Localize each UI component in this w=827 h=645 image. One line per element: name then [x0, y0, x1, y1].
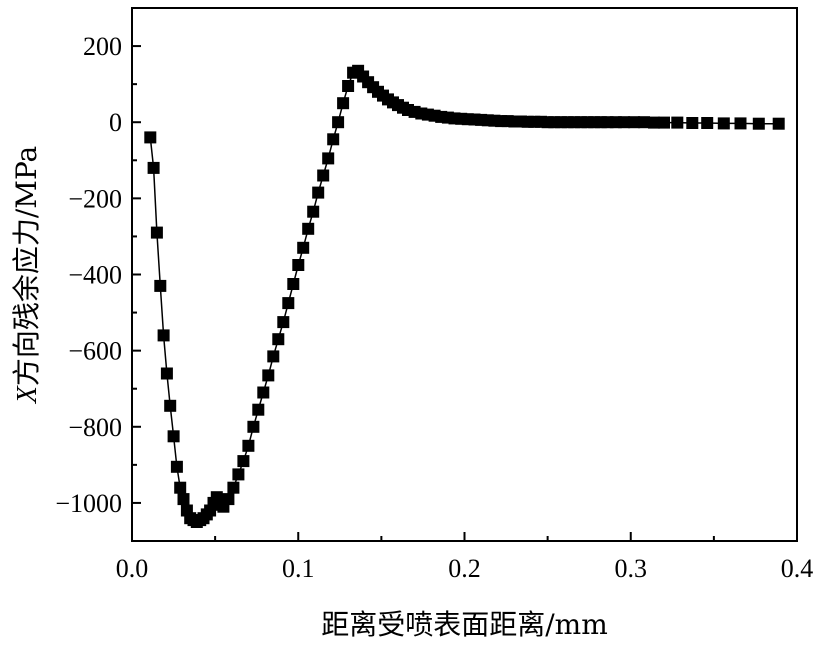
- data-point: [154, 279, 167, 292]
- data-point: [734, 117, 747, 130]
- data-point: [174, 481, 187, 494]
- x-tick-label: 0.3: [615, 554, 648, 583]
- y-tick-label: −400: [68, 261, 122, 290]
- data-point: [307, 205, 320, 218]
- series-line: [149, 69, 779, 523]
- data-point: [252, 403, 265, 416]
- data-point: [267, 350, 280, 363]
- plot-frame: [131, 7, 798, 542]
- data-point: [686, 117, 699, 129]
- data-point: [327, 133, 340, 146]
- data-point: [144, 131, 157, 144]
- data-point: [237, 455, 250, 468]
- data-point: [648, 116, 660, 129]
- data-point: [312, 186, 325, 199]
- data-point: [337, 97, 350, 110]
- data-point: [297, 241, 310, 254]
- data-point: [638, 116, 650, 129]
- data-point: [247, 420, 260, 433]
- data-point: [277, 316, 290, 329]
- data-point: [157, 329, 170, 342]
- x-tick-label: 0.4: [781, 554, 814, 583]
- data-series: [144, 64, 785, 528]
- data-point: [262, 369, 275, 382]
- data-point: [292, 259, 305, 271]
- data-point: [222, 493, 235, 506]
- data-point: [772, 117, 785, 130]
- y-axis-title-text: 方向残余应力/MPa: [10, 146, 43, 386]
- y-tick-label: −600: [68, 337, 122, 366]
- y-axis-title: X方向残余应力/MPa: [10, 146, 43, 405]
- x-tick-label: 0.0: [116, 554, 149, 583]
- data-point: [618, 116, 631, 129]
- y-axis-title-variable: X: [12, 385, 43, 404]
- data-point: [164, 399, 177, 412]
- data-point: [257, 386, 270, 399]
- data-point: [628, 116, 641, 129]
- x-tick-label: 0.1: [282, 554, 315, 583]
- data-point: [658, 116, 670, 129]
- data-point: [302, 222, 315, 235]
- y-tick-label: −800: [68, 413, 122, 442]
- data-point: [227, 481, 240, 494]
- data-point: [317, 169, 330, 182]
- data-point: [170, 460, 183, 473]
- x-tick-label: 0.2: [448, 554, 481, 583]
- y-tick-label: 200: [83, 32, 122, 61]
- data-point: [671, 116, 684, 129]
- x-axis-title: 距离受喷表面距离/mm: [321, 608, 608, 641]
- y-tick-label: −1000: [55, 489, 122, 518]
- data-point: [701, 117, 714, 129]
- data-point: [167, 430, 180, 443]
- y-tick-label: 0: [109, 108, 122, 137]
- y-tick-label: −200: [68, 184, 122, 213]
- data-point: [160, 367, 173, 380]
- axis-ticks: 0.0 0.1 0.2 0.3 0.4 −1000 −800 −600 −400 −200 0 200: [55, 7, 814, 583]
- data-point: [147, 161, 160, 174]
- data-point: [322, 152, 335, 165]
- data-point: [332, 116, 345, 129]
- data-point: [272, 333, 285, 346]
- data-point: [282, 297, 295, 310]
- data-point: [150, 226, 163, 239]
- data-point: [752, 117, 765, 130]
- data-point: [242, 439, 255, 452]
- data-point: [717, 117, 730, 130]
- data-point: [177, 493, 190, 506]
- data-point: [287, 278, 300, 290]
- data-point: [342, 80, 355, 92]
- data-point: [232, 468, 245, 481]
